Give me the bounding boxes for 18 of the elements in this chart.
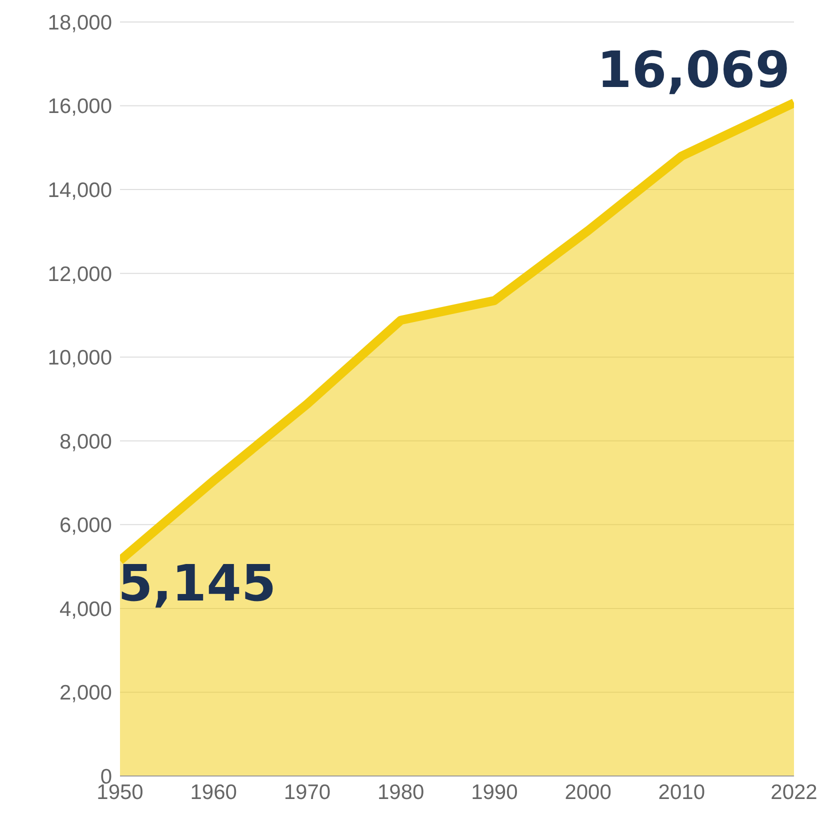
y-tick-label: 18,000 — [48, 11, 112, 34]
y-tick-label: 6,000 — [59, 514, 112, 538]
x-tick-label: 1990 — [471, 780, 518, 804]
x-tick-label: 1960 — [190, 780, 237, 804]
x-tick-label: 2010 — [658, 780, 706, 804]
x-tick-label: 1980 — [377, 780, 424, 804]
y-tick-label: 2,000 — [59, 682, 112, 705]
y-tick-label: 14,000 — [48, 179, 112, 202]
y-tick-label: 16,000 — [48, 95, 112, 118]
annotation: 5,145 — [118, 554, 276, 612]
x-tick-label: 2022 — [770, 780, 818, 804]
x-tick-label: 1970 — [284, 780, 331, 804]
y-tick-label: 8,000 — [59, 430, 112, 454]
y-tick-label: 4,000 — [59, 598, 112, 621]
y-tick-label: 12,000 — [48, 262, 112, 286]
y-tick-label: 10,000 — [48, 346, 112, 370]
annotation: 16,069 — [597, 40, 790, 99]
x-tick-label: 2000 — [564, 780, 612, 804]
